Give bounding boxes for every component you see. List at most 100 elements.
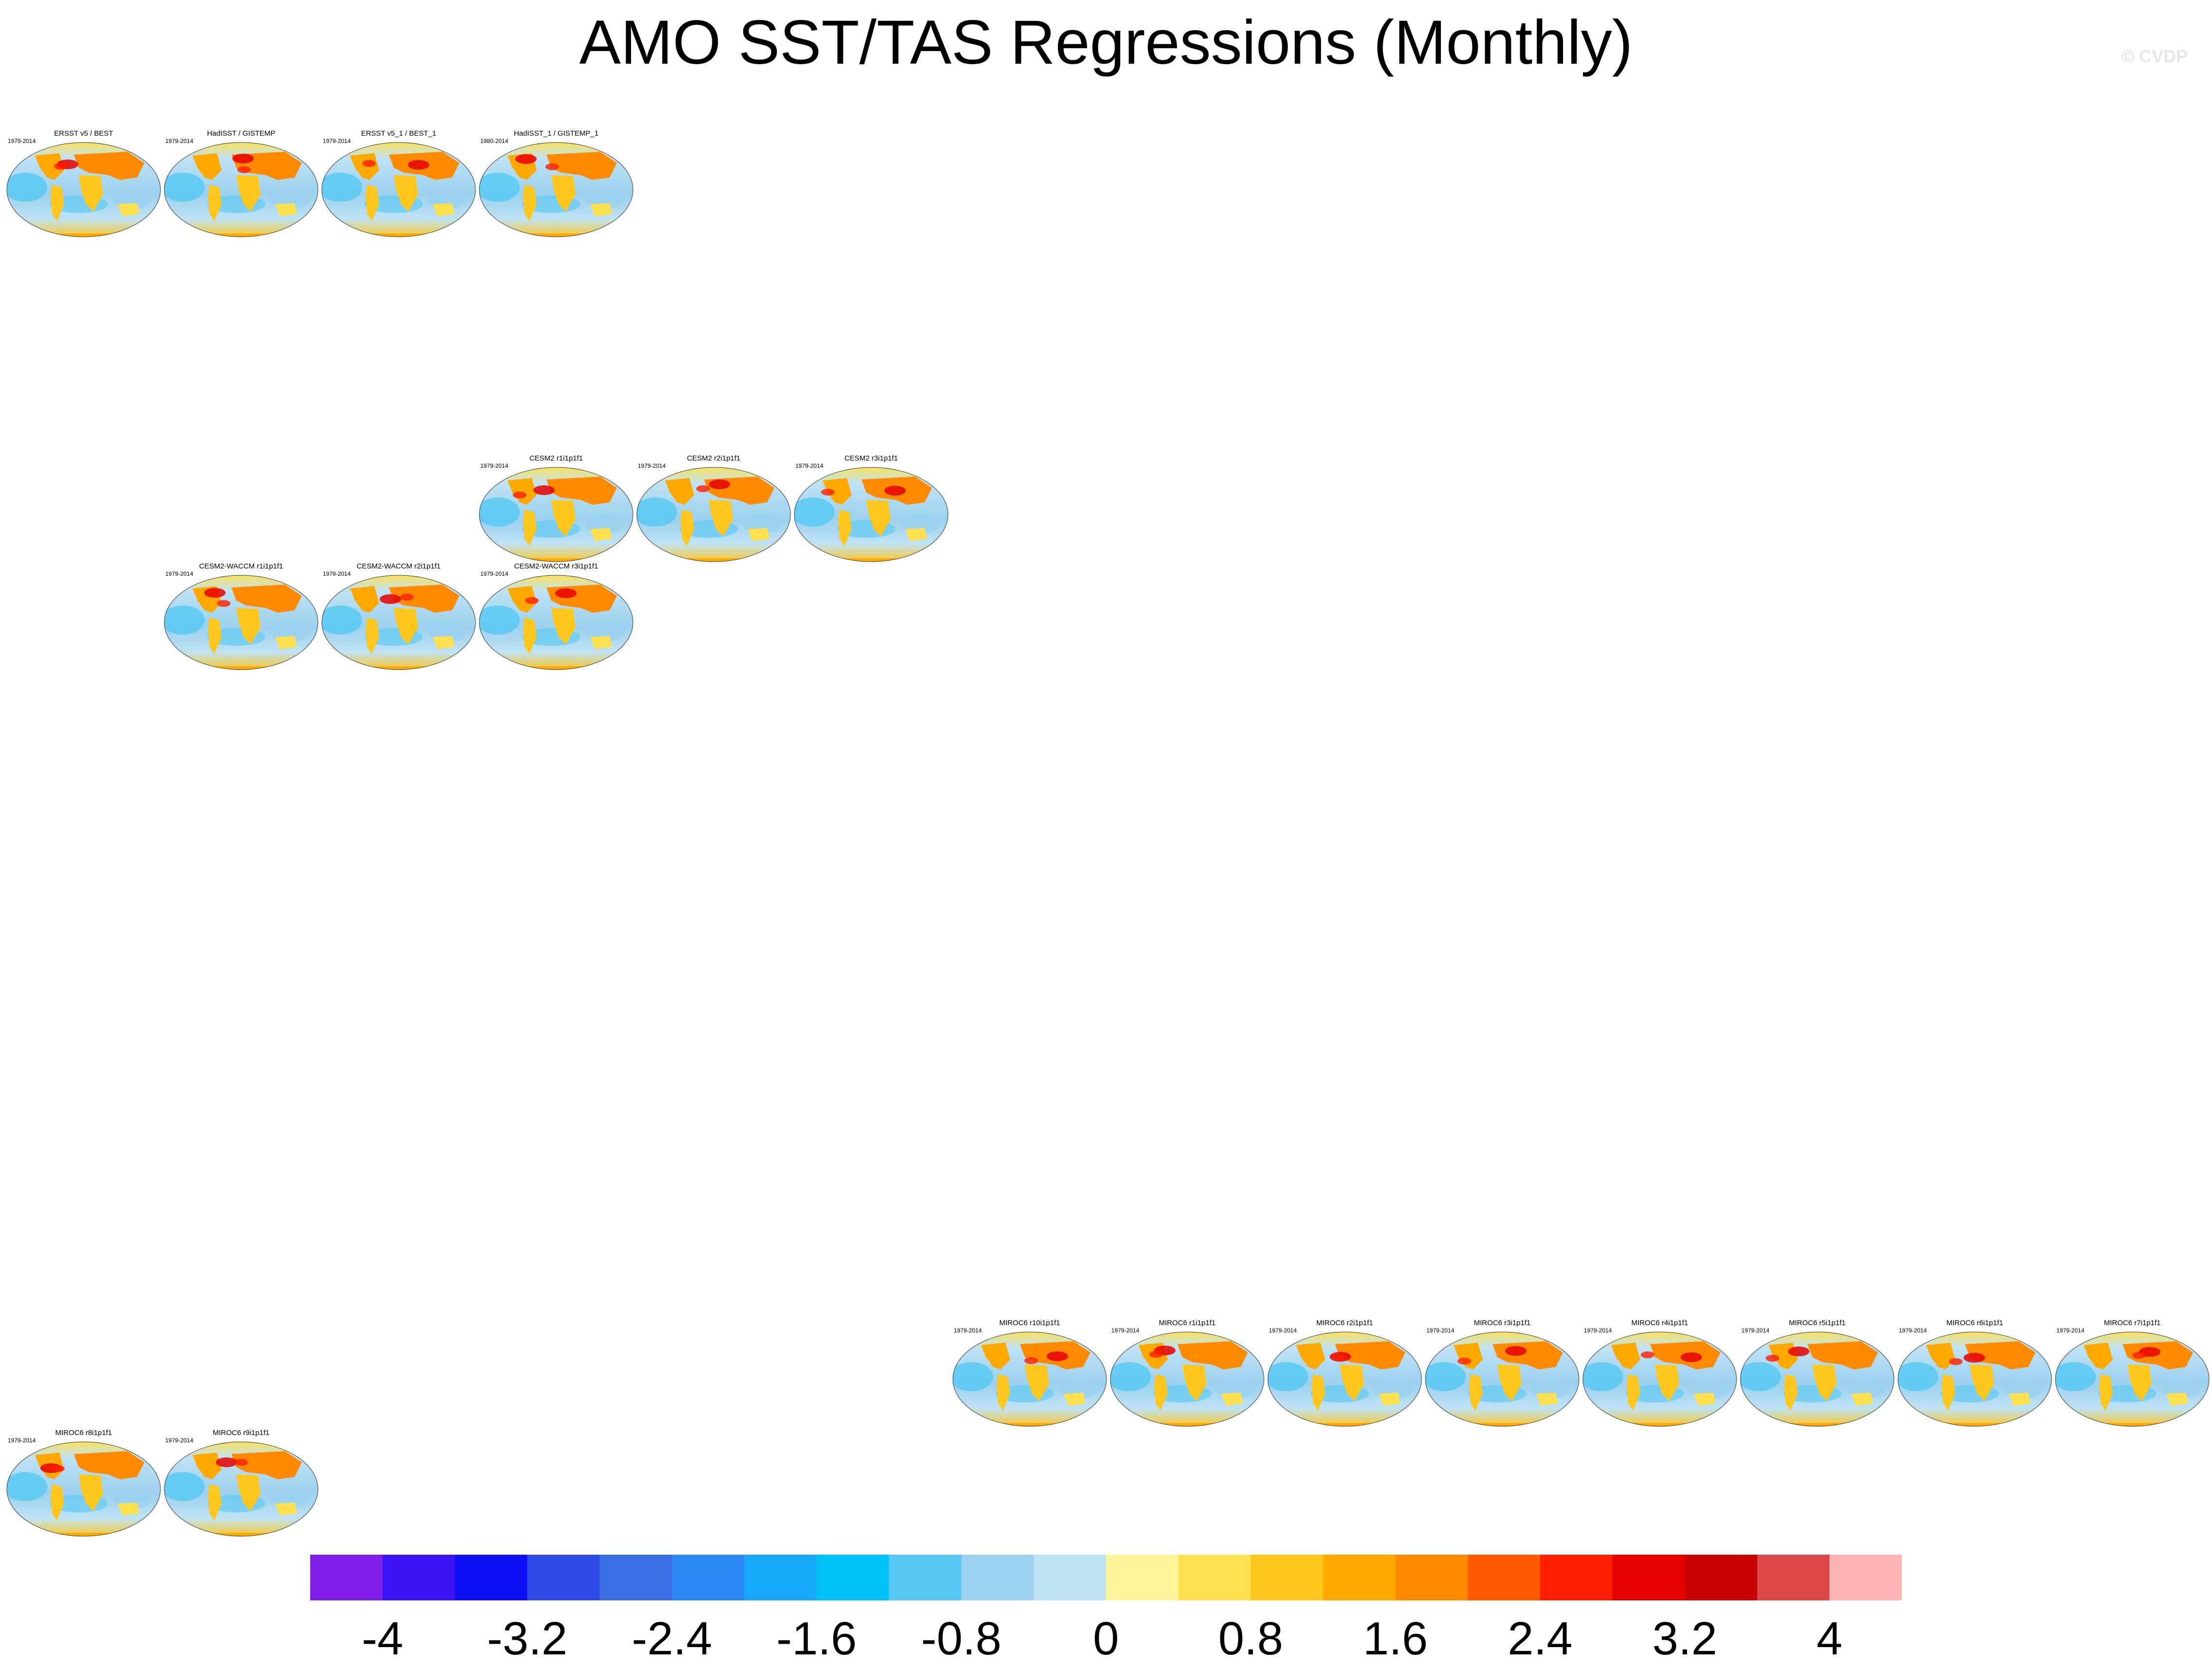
colorbar-swatch <box>1250 1555 1323 1600</box>
panel-period: 1979-2014 <box>8 138 36 144</box>
panel-title: MIROC6 r1i1p1f1 <box>1159 1319 1216 1327</box>
panel-title: MIROC6 r4i1p1f1 <box>1631 1319 1688 1327</box>
panel-period: 1979-2014 <box>638 462 666 469</box>
panel-title: MIROC6 r7i1p1f1 <box>2104 1319 2161 1327</box>
panel-title: MIROC6 r6i1p1f1 <box>1946 1319 2003 1327</box>
map-panel: MIROC6 r8i1p1f1 1979-2014 <box>6 1428 161 1540</box>
panel-title: ERSST v5 / BEST <box>54 129 113 138</box>
colorbar-swatch <box>889 1555 962 1600</box>
panel-period: 1979-2014 <box>1111 1327 1140 1334</box>
panel-title: CESM2 r1i1p1f1 <box>529 454 583 462</box>
world-map-icon <box>1425 1331 1580 1427</box>
colorbar-swatch <box>1106 1555 1179 1600</box>
panel-period: 1979-2014 <box>954 1327 982 1334</box>
map-panel: MIROC6 r3i1p1f1 1979-2014 <box>1424 1318 1580 1430</box>
world-map-icon <box>1267 1331 1422 1427</box>
world-map-icon <box>164 142 318 237</box>
colorbar-tick-label: -3.2 <box>487 1613 568 1665</box>
colorbar-swatch <box>1468 1555 1541 1600</box>
map-panel: HadISST / GISTEMP 1979-2014 <box>163 128 319 240</box>
map-panel: CESM2 r2i1p1f1 1979-2014 <box>636 453 791 565</box>
world-map-icon <box>1897 1331 2052 1427</box>
panel-title: CESM2 r2i1p1f1 <box>686 454 741 462</box>
panel-title: MIROC6 r3i1p1f1 <box>1474 1319 1531 1327</box>
map-panel: MIROC6 r10i1p1f1 1979-2014 <box>952 1318 1107 1430</box>
world-map-icon <box>164 575 318 670</box>
panel-period: 1979-2014 <box>165 570 193 577</box>
colorbar-tick-label: -1.6 <box>776 1613 857 1665</box>
world-map-icon <box>1740 1331 1895 1427</box>
map-panel: MIROC6 r9i1p1f1 1979-2014 <box>163 1428 319 1540</box>
colorbar-swatch <box>1540 1555 1613 1600</box>
panel-title: HadISST_1 / GISTEMP_1 <box>513 129 599 138</box>
colorbar-tick-label: 2.4 <box>1508 1613 1573 1665</box>
map-panel: CESM2-WACCM r2i1p1f1 1979-2014 <box>321 561 476 673</box>
map-panel: HadISST_1 / GISTEMP_1 1980-2014 <box>478 128 634 240</box>
colorbar-swatch <box>1685 1555 1757 1600</box>
map-panel: ERSST v5 / BEST 1979-2014 <box>6 128 161 240</box>
colorbar-swatch <box>961 1555 1034 1600</box>
panel-title: ERSST v5_1 / BEST_1 <box>361 129 437 138</box>
colorbar <box>310 1555 1902 1600</box>
map-panel: MIROC6 r4i1p1f1 1979-2014 <box>1582 1318 1738 1430</box>
panel-period: 1979-2014 <box>165 138 193 144</box>
colorbar-swatch <box>1829 1555 1902 1600</box>
colorbar-tick-label: -4 <box>362 1613 404 1665</box>
colorbar-tick-label: 3.2 <box>1652 1613 1718 1665</box>
world-map-icon <box>479 142 633 237</box>
map-panel: CESM2-WACCM r1i1p1f1 1979-2014 <box>163 561 319 673</box>
world-map-icon <box>164 1441 318 1537</box>
world-map-icon <box>636 467 791 562</box>
panel-title: CESM2-WACCM r2i1p1f1 <box>356 562 441 570</box>
panel-period: 1979-2014 <box>795 462 824 469</box>
colorbar-swatch <box>1178 1555 1251 1600</box>
map-panel: CESM2-WACCM r3i1p1f1 1979-2014 <box>478 561 634 673</box>
colorbar-tick-label: 1.6 <box>1363 1613 1428 1665</box>
figure-title: AMO SST/TAS Regressions (Monthly) <box>579 8 1633 77</box>
world-map-icon <box>321 575 476 670</box>
colorbar-swatch <box>527 1555 600 1600</box>
panel-title: HadISST / GISTEMP <box>207 129 276 138</box>
map-panel: CESM2 r3i1p1f1 1979-2014 <box>793 453 949 565</box>
map-panel: MIROC6 r1i1p1f1 1979-2014 <box>1109 1318 1265 1430</box>
map-panel: CESM2 r1i1p1f1 1979-2014 <box>478 453 634 565</box>
colorbar-swatch <box>1323 1555 1396 1600</box>
colorbar-tick-label: -0.8 <box>921 1613 1002 1665</box>
world-map-icon <box>794 467 948 562</box>
panel-title: MIROC6 r9i1p1f1 <box>212 1429 270 1437</box>
colorbar-swatch <box>1034 1555 1106 1600</box>
panel-period: 1979-2014 <box>480 462 509 469</box>
colorbar-swatch <box>672 1555 745 1600</box>
colorbar-tick-label: 4 <box>1816 1613 1843 1665</box>
world-map-icon <box>2055 1331 2210 1427</box>
panel-period: 1979-2014 <box>480 570 509 577</box>
cvdp-watermark: © CVDP <box>2121 46 2188 66</box>
panel-title: MIROC6 r8i1p1f1 <box>55 1429 112 1437</box>
colorbar-swatch <box>1612 1555 1685 1600</box>
panel-period: 1979-2014 <box>323 138 351 144</box>
panel-period: 1979-2014 <box>1269 1327 1297 1334</box>
panel-period: 1980-2014 <box>480 138 509 144</box>
world-map-icon <box>479 575 633 670</box>
panel-period: 1979-2014 <box>1426 1327 1455 1334</box>
panel-period: 1979-2014 <box>1584 1327 1612 1334</box>
colorbar-swatch <box>382 1555 456 1600</box>
world-map-icon <box>479 467 633 562</box>
map-panel: MIROC6 r5i1p1f1 1979-2014 <box>1739 1318 1895 1430</box>
panel-period: 1979-2014 <box>8 1437 36 1444</box>
map-panel: MIROC6 r2i1p1f1 1979-2014 <box>1267 1318 1422 1430</box>
world-map-icon <box>6 1441 161 1537</box>
map-panel: ERSST v5_1 / BEST_1 1979-2014 <box>321 128 476 240</box>
colorbar-swatch <box>1757 1555 1830 1600</box>
colorbar-swatch <box>1395 1555 1468 1600</box>
colorbar-swatch <box>599 1555 672 1600</box>
panel-title: CESM2 r3i1p1f1 <box>844 454 898 462</box>
panel-title: CESM2-WACCM r1i1p1f1 <box>199 562 283 570</box>
panel-period: 1979-2014 <box>2056 1327 2085 1334</box>
panel-period: 1979-2014 <box>323 570 351 577</box>
world-map-icon <box>321 142 476 237</box>
world-map-icon <box>1582 1331 1737 1427</box>
panel-period: 1979-2014 <box>165 1437 193 1444</box>
panel-period: 1979-2014 <box>1899 1327 1927 1334</box>
world-map-icon <box>6 142 161 237</box>
